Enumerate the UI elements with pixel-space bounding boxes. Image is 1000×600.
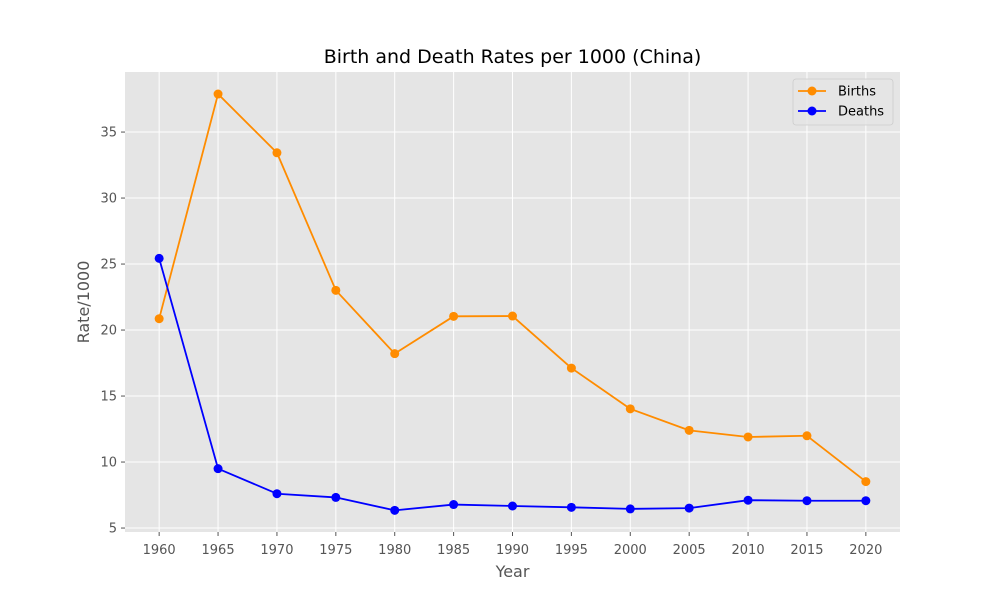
births-point xyxy=(154,314,164,324)
x-tick-label: 2000 xyxy=(614,543,647,558)
deaths-point xyxy=(625,504,635,514)
births-point xyxy=(390,349,400,359)
x-tick-label: 1985 xyxy=(437,543,470,558)
y-tick-label: 10 xyxy=(100,456,117,471)
births-point xyxy=(566,363,576,373)
y-tick-label: 35 xyxy=(100,126,117,141)
deaths-point xyxy=(802,496,812,506)
x-tick-label: 2015 xyxy=(790,543,823,558)
series-deaths xyxy=(154,253,871,515)
births-point xyxy=(861,477,871,487)
x-tick-label: 1970 xyxy=(260,543,293,558)
x-tick-label: 2010 xyxy=(732,543,765,558)
x-tick-label: 1980 xyxy=(378,543,411,558)
y-tick-label: 5 xyxy=(109,522,117,537)
births-point xyxy=(802,431,812,441)
y-tick-label: 25 xyxy=(100,258,117,273)
deaths-point xyxy=(449,500,459,510)
births-point xyxy=(449,311,459,321)
legend-marker-deaths xyxy=(807,106,817,116)
x-tick-label: 1990 xyxy=(496,543,529,558)
deaths-point xyxy=(566,502,576,512)
y-tick-label: 15 xyxy=(100,390,117,405)
x-tick-label: 1965 xyxy=(202,543,235,558)
axis-ticks: 1960 1965 1970 1975 1980 1985 1990 1995 2000 2005… xyxy=(100,126,882,558)
chart-title: Birth and Death Rates per 1000 (China) xyxy=(324,46,702,68)
x-axis-label: Year xyxy=(495,562,530,581)
x-tick-label: 1960 xyxy=(143,543,176,558)
y-tick-label: 20 xyxy=(100,324,117,339)
deaths-point xyxy=(272,489,282,499)
legend-label-births: Births xyxy=(838,85,876,100)
births-point xyxy=(272,148,282,158)
births-point xyxy=(213,89,223,99)
deaths-point xyxy=(213,464,223,474)
legend: Births Deaths xyxy=(792,78,894,126)
x-tick-label: 1975 xyxy=(319,543,352,558)
y-axis-label: Rate/1000 xyxy=(74,261,93,344)
deaths-point xyxy=(684,503,694,513)
deaths-point xyxy=(331,492,341,502)
y-tick-label: 30 xyxy=(100,192,117,207)
series-layer xyxy=(154,89,871,515)
births-point xyxy=(508,311,517,321)
x-tick-label: 1995 xyxy=(555,543,588,558)
legend-marker-births xyxy=(807,86,817,96)
births-point xyxy=(743,432,753,442)
x-tick-label: 2020 xyxy=(849,543,882,558)
x-tick-label: 2005 xyxy=(673,543,706,558)
series-births xyxy=(154,89,871,487)
legend-label-deaths: Deaths xyxy=(838,105,884,120)
deaths-point xyxy=(508,501,517,511)
deaths-point xyxy=(154,253,164,263)
deaths-point xyxy=(743,495,753,505)
births-point xyxy=(331,285,341,295)
births-point xyxy=(625,404,635,414)
births-point xyxy=(684,425,694,435)
deaths-point xyxy=(390,505,400,515)
deaths-point xyxy=(861,496,871,506)
